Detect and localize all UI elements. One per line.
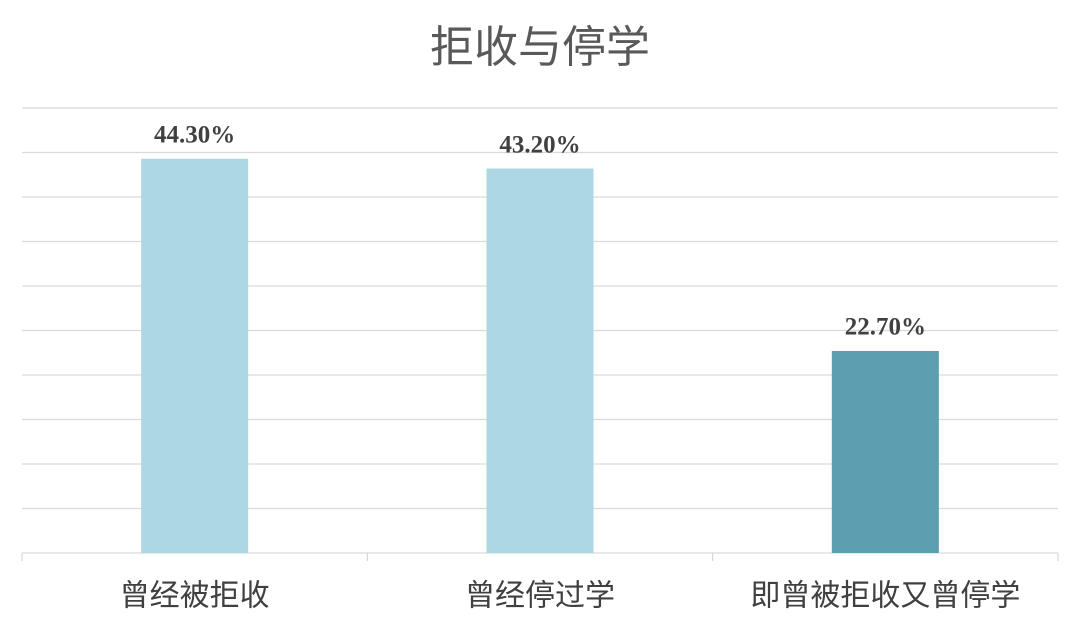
- value-label: 43.20%: [499, 131, 580, 158]
- x-tick-label: 曾经被拒收: [120, 579, 270, 614]
- value-label: 44.30%: [154, 121, 235, 148]
- bar: [141, 158, 249, 554]
- bar: [486, 168, 594, 553]
- chart-title: 拒收与停学: [430, 22, 650, 73]
- x-tick-label: 曾经停过学: [465, 579, 615, 614]
- x-tick-label: 即曾被拒收又曾停学: [750, 579, 1020, 614]
- bar: [831, 350, 939, 553]
- value-label: 22.70%: [845, 314, 926, 341]
